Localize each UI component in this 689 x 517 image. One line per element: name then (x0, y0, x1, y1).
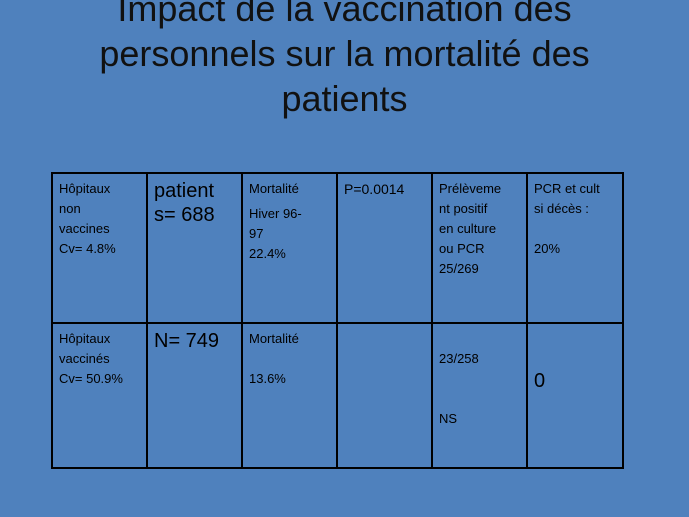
cell-hospitals-non-vaccinated: Hôpitaux non vaccines Cv= 4.8% (51, 172, 148, 324)
cell-text: NS (439, 411, 458, 426)
cell-text: nt positif (439, 201, 488, 216)
cell-text: Mortalité (249, 331, 299, 346)
cell-text: 22.4% (249, 246, 286, 261)
cell-text: 25/269 (439, 261, 479, 276)
cell-text: patient (154, 180, 215, 202)
data-table: Hôpitaux non vaccines Cv= 4.8% patient s… (51, 172, 624, 469)
cell-text: non (59, 201, 81, 216)
cell-text: Hôpitaux (59, 181, 111, 196)
cell-positive-sample-vaccinated: 23/258 NS (431, 322, 528, 469)
cell-text: 97 (249, 226, 264, 241)
table-row: Hôpitaux non vaccines Cv= 4.8% patient s… (51, 172, 624, 324)
cell-text: Mortalité (249, 181, 299, 196)
cell-text: 20% (534, 241, 561, 256)
cell-positive-sample: Prélèveme nt positif en culture ou PCR 2… (431, 172, 528, 324)
cell-text: en culture (439, 221, 497, 236)
table-row: Hôpitaux vaccinés Cv= 50.9% N= 749 Morta… (51, 322, 624, 469)
cell-p-value: P=0.0014 (336, 172, 433, 324)
cell-text: vaccinés (59, 351, 110, 366)
cell-text: 23/258 (439, 351, 479, 366)
title-line-1: Impact de la vaccination des (117, 0, 572, 29)
cell-empty (336, 322, 433, 469)
title-line-3: patients (281, 78, 408, 119)
title-line-2: personnels sur la mortalité des (99, 33, 590, 74)
cell-text: Hiver 96- (249, 206, 302, 221)
cell-text: 0 (534, 370, 546, 392)
cell-text: P=0.0014 (344, 181, 405, 197)
cell-text: si décès : (534, 201, 589, 216)
cell-text: 13.6% (249, 371, 286, 386)
cell-pcr-death: PCR et cult si décès : 20% (526, 172, 624, 324)
cell-text: s= 688 (154, 204, 215, 226)
cell-text: vaccines (59, 221, 110, 236)
cell-text: N= 749 (154, 330, 220, 352)
cell-pcr-death-vaccinated: 0 (526, 322, 624, 469)
cell-text: Hôpitaux (59, 331, 111, 346)
cell-text: Cv= 4.8% (59, 241, 116, 256)
slide-title: Impact de la vaccination des personnels … (0, 0, 689, 121)
cell-text: Prélèveme (439, 181, 502, 196)
cell-mortality-vaccinated: Mortalité 13.6% (241, 322, 338, 469)
cell-hospitals-vaccinated: Hôpitaux vaccinés Cv= 50.9% (51, 322, 148, 469)
cell-text: ou PCR (439, 241, 485, 256)
cell-text: PCR et cult (534, 181, 600, 196)
cell-mortality-winter: Mortalité Hiver 96- 97 22.4% (241, 172, 338, 324)
cell-patients-count: patient s= 688 (146, 172, 243, 324)
cell-text: Cv= 50.9% (59, 371, 123, 386)
cell-n-count: N= 749 (146, 322, 243, 469)
